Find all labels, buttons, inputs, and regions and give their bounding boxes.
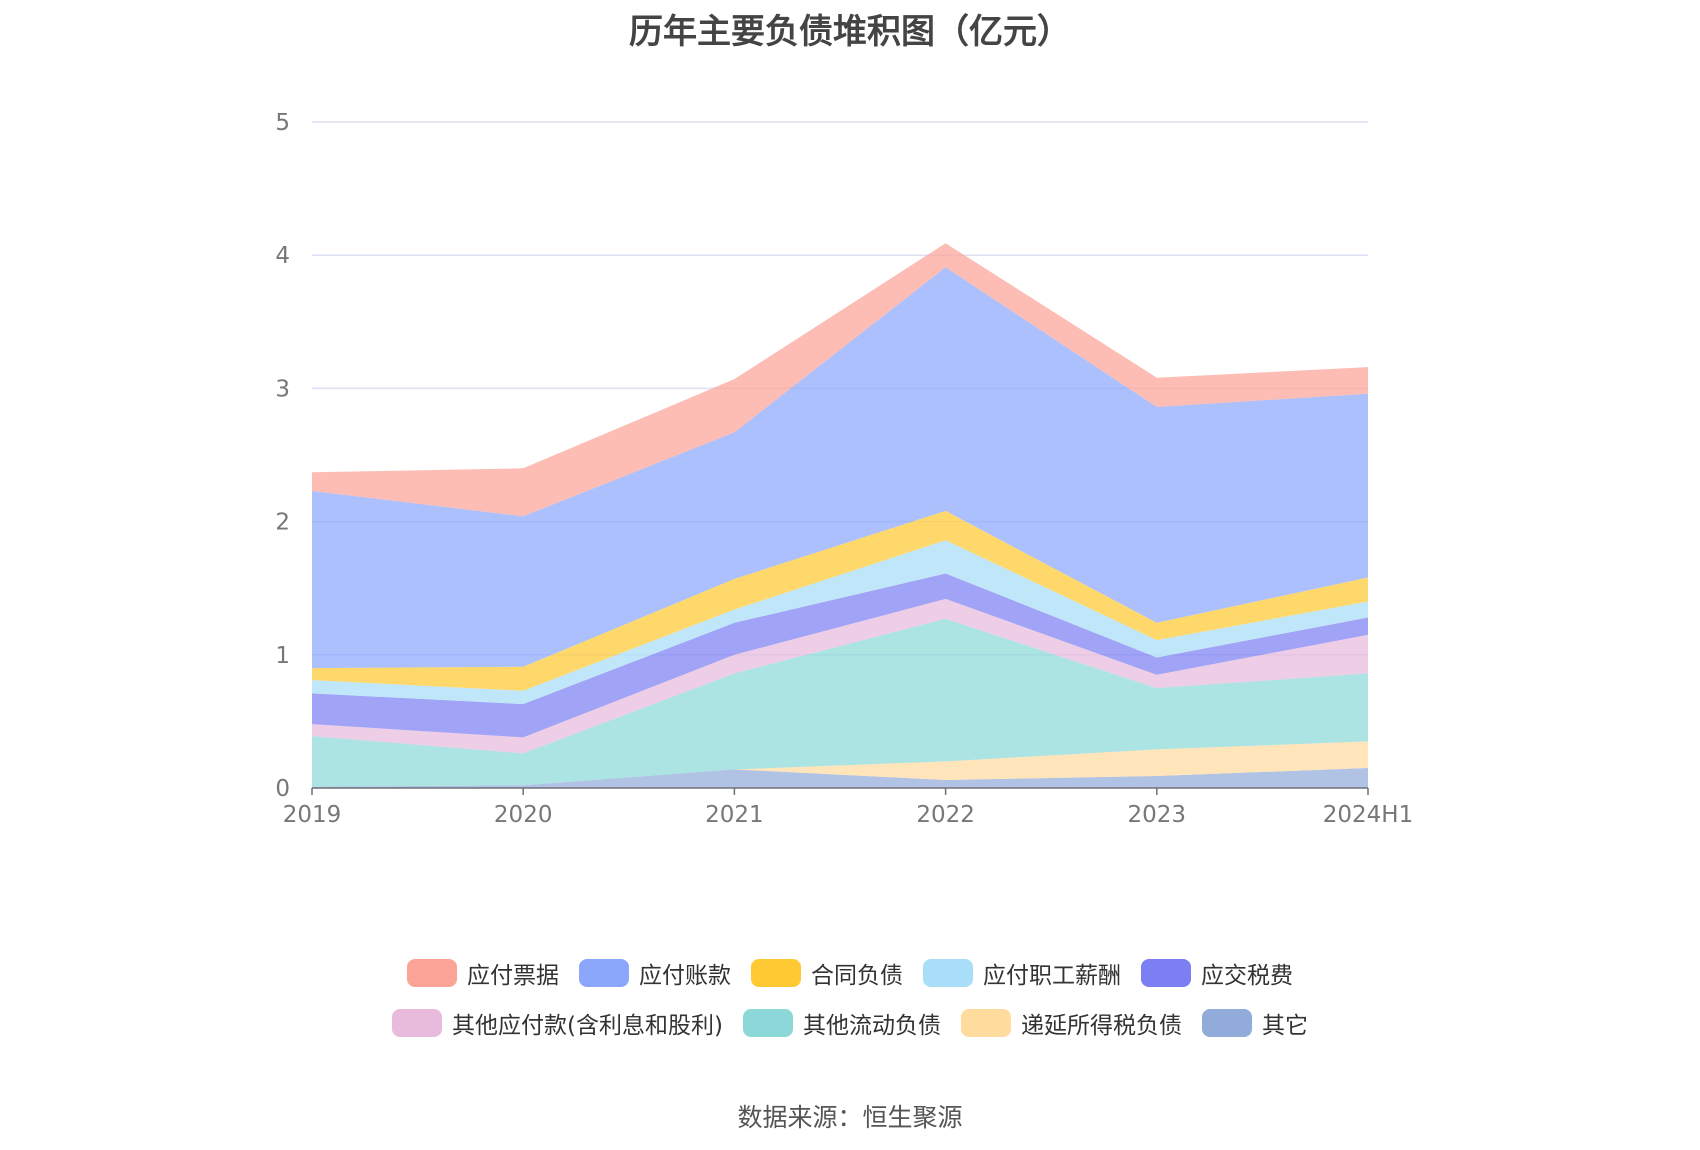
legend: 应付票据 应付账款 合同负债 应付职工薪酬 应交税费 其他应付款(含利息和股利) 其他流动… (0, 955, 1700, 1055)
legend-label: 其他应付款(含利息和股利) (452, 1013, 723, 1039)
legend-item[interactable]: 应付票据 (407, 956, 559, 990)
legend-item[interactable]: 递延所得税负债 (960, 1006, 1182, 1040)
legend-row-2: 其他应付款(含利息和股利) 其他流动负债 递延所得税负债 其它 (0, 1005, 1700, 1041)
y-tick-label: 1 (275, 643, 290, 669)
legend-item[interactable]: 合同负债 (751, 956, 903, 990)
legend-item[interactable]: 其他应付款(含利息和股利) (392, 1006, 723, 1040)
area-series-其他应付款(含利息和股利) (312, 598, 1368, 754)
legend-label: 应付票据 (467, 963, 559, 989)
x-tick-label: 2024H1 (1323, 802, 1413, 828)
x-tick-label: 2019 (283, 802, 342, 828)
axes: 0 1 2 3 4 5 2019 2020 2021 2022 2023 2024H1 (275, 110, 1413, 828)
area-series-合同负债 (312, 510, 1368, 691)
y-tick-label: 3 (275, 376, 290, 402)
y-tick-label: 5 (275, 110, 290, 136)
legend-label: 递延所得税负债 (1020, 1013, 1182, 1039)
area-series-应交税费 (312, 573, 1368, 738)
chart-plot: 0 1 2 3 4 5 2019 2020 2021 2022 2023 2024H1 (275, 110, 1413, 828)
area-series-其它 (312, 768, 1368, 788)
legend-item[interactable]: 其他流动负债 (742, 1006, 941, 1040)
legend-swatch (960, 1009, 1011, 1037)
legend-swatch (579, 959, 629, 987)
y-tick-label: 4 (275, 243, 290, 269)
legend-label: 其它 (1261, 1013, 1308, 1039)
legend-item[interactable]: 其它 (1201, 1006, 1308, 1040)
area-series-其他流动负债 (312, 618, 1368, 787)
legend-label: 应交税费 (1201, 963, 1293, 989)
legend-item[interactable]: 应交税费 (1141, 956, 1293, 990)
legend-swatch (923, 959, 973, 987)
area-series-应付账款 (312, 267, 1368, 669)
chart-title: 历年主要负债堆积图（亿元） (629, 12, 1071, 52)
legend-swatch (407, 959, 457, 987)
x-tick-label: 2020 (494, 802, 553, 828)
legend-swatch (392, 1009, 443, 1037)
area-series-应付票据 (312, 243, 1368, 517)
area-series-应付职工薪酬 (312, 540, 1368, 705)
legend-label: 合同负债 (811, 963, 903, 989)
legend-item[interactable]: 应付账款 (579, 956, 731, 990)
legend-label: 应付账款 (639, 963, 731, 989)
legend-label: 应付职工薪酬 (983, 963, 1121, 989)
x-tick-label: 2021 (705, 802, 764, 828)
legend-label: 其他流动负债 (802, 1013, 941, 1039)
x-tick-label: 2022 (916, 802, 975, 828)
x-tick-label: 2023 (1128, 802, 1187, 828)
y-tick-label: 0 (275, 776, 290, 802)
legend-swatch (1201, 1009, 1252, 1037)
legend-swatch (1141, 959, 1191, 987)
legend-item[interactable]: 应付职工薪酬 (923, 956, 1121, 990)
source-text: 数据来源：恒生聚源 (737, 1103, 963, 1132)
area-series-layer (312, 243, 1368, 788)
area-series-递延所得税负债 (312, 741, 1368, 787)
y-tick-label: 2 (275, 510, 290, 536)
legend-swatch (751, 959, 801, 987)
legend-row-1: 应付票据 应付账款 合同负债 应付职工薪酬 应交税费 (0, 955, 1700, 991)
legend-swatch (742, 1009, 793, 1037)
